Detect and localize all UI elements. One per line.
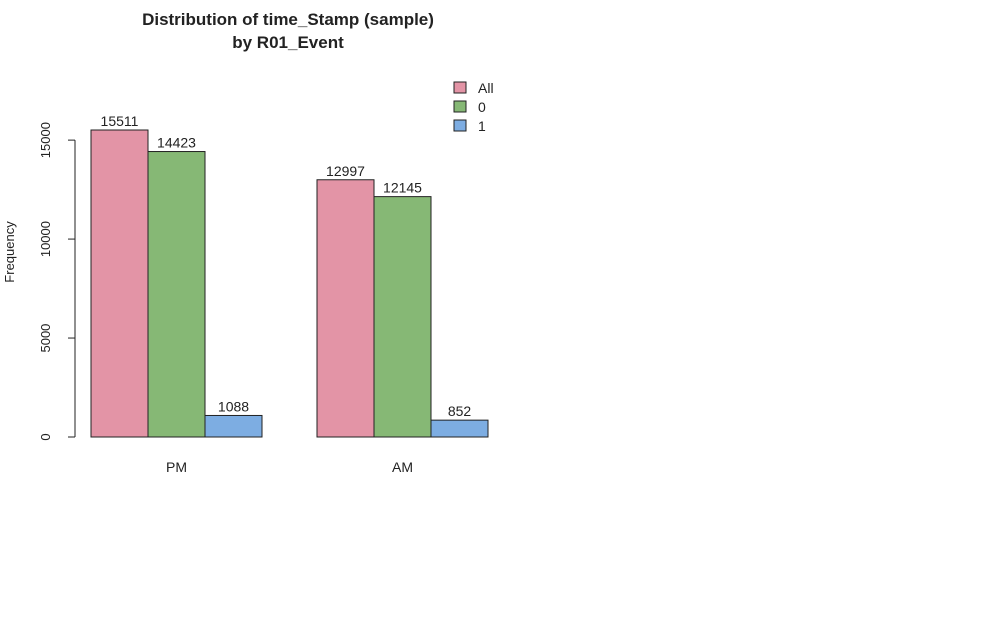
bar (316, 179, 375, 438)
bar-value-label: 852 (448, 403, 472, 419)
y-tick-label: 10000 (38, 221, 53, 257)
x-category-label: AM (392, 459, 413, 475)
legend-swatch (453, 119, 467, 132)
legend-swatch (453, 81, 467, 94)
legend-swatch (453, 100, 467, 113)
bar (90, 129, 149, 438)
y-axis-label: Frequency (2, 221, 17, 283)
x-category-label: PM (166, 459, 187, 475)
bar-value-label: 1088 (218, 398, 249, 414)
legend-label: All (478, 80, 494, 96)
bar-value-label: 14423 (157, 135, 196, 151)
y-tick-label: 15000 (38, 122, 53, 158)
y-axis: 0 5000 10000 15000 (38, 122, 76, 441)
bars (90, 129, 489, 438)
bar-labels: 15511 14423 1088 12997 12145 852 (101, 113, 472, 419)
bar (204, 414, 263, 438)
chart-title-line2: by R01_Event (232, 33, 344, 52)
bar (147, 151, 206, 438)
bar-value-label: 15511 (101, 113, 139, 129)
y-tick-label: 0 (38, 433, 53, 440)
bar (373, 196, 432, 438)
legend-label: 1 (478, 118, 486, 134)
x-axis-categories: PM AM (166, 459, 413, 475)
legend-label: 0 (478, 99, 486, 115)
bar-value-label: 12145 (383, 180, 422, 196)
legend: All 0 1 (453, 80, 494, 134)
bar-value-label: 12997 (326, 163, 365, 179)
bar (430, 419, 489, 438)
chart-title-line1: Distribution of time_Stamp (sample) (142, 10, 434, 29)
y-tick-label: 5000 (38, 324, 53, 353)
